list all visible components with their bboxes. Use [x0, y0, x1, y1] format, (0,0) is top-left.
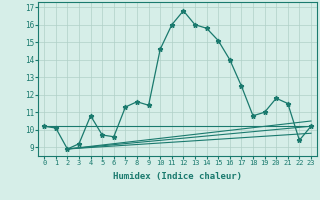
X-axis label: Humidex (Indice chaleur): Humidex (Indice chaleur): [113, 172, 242, 181]
